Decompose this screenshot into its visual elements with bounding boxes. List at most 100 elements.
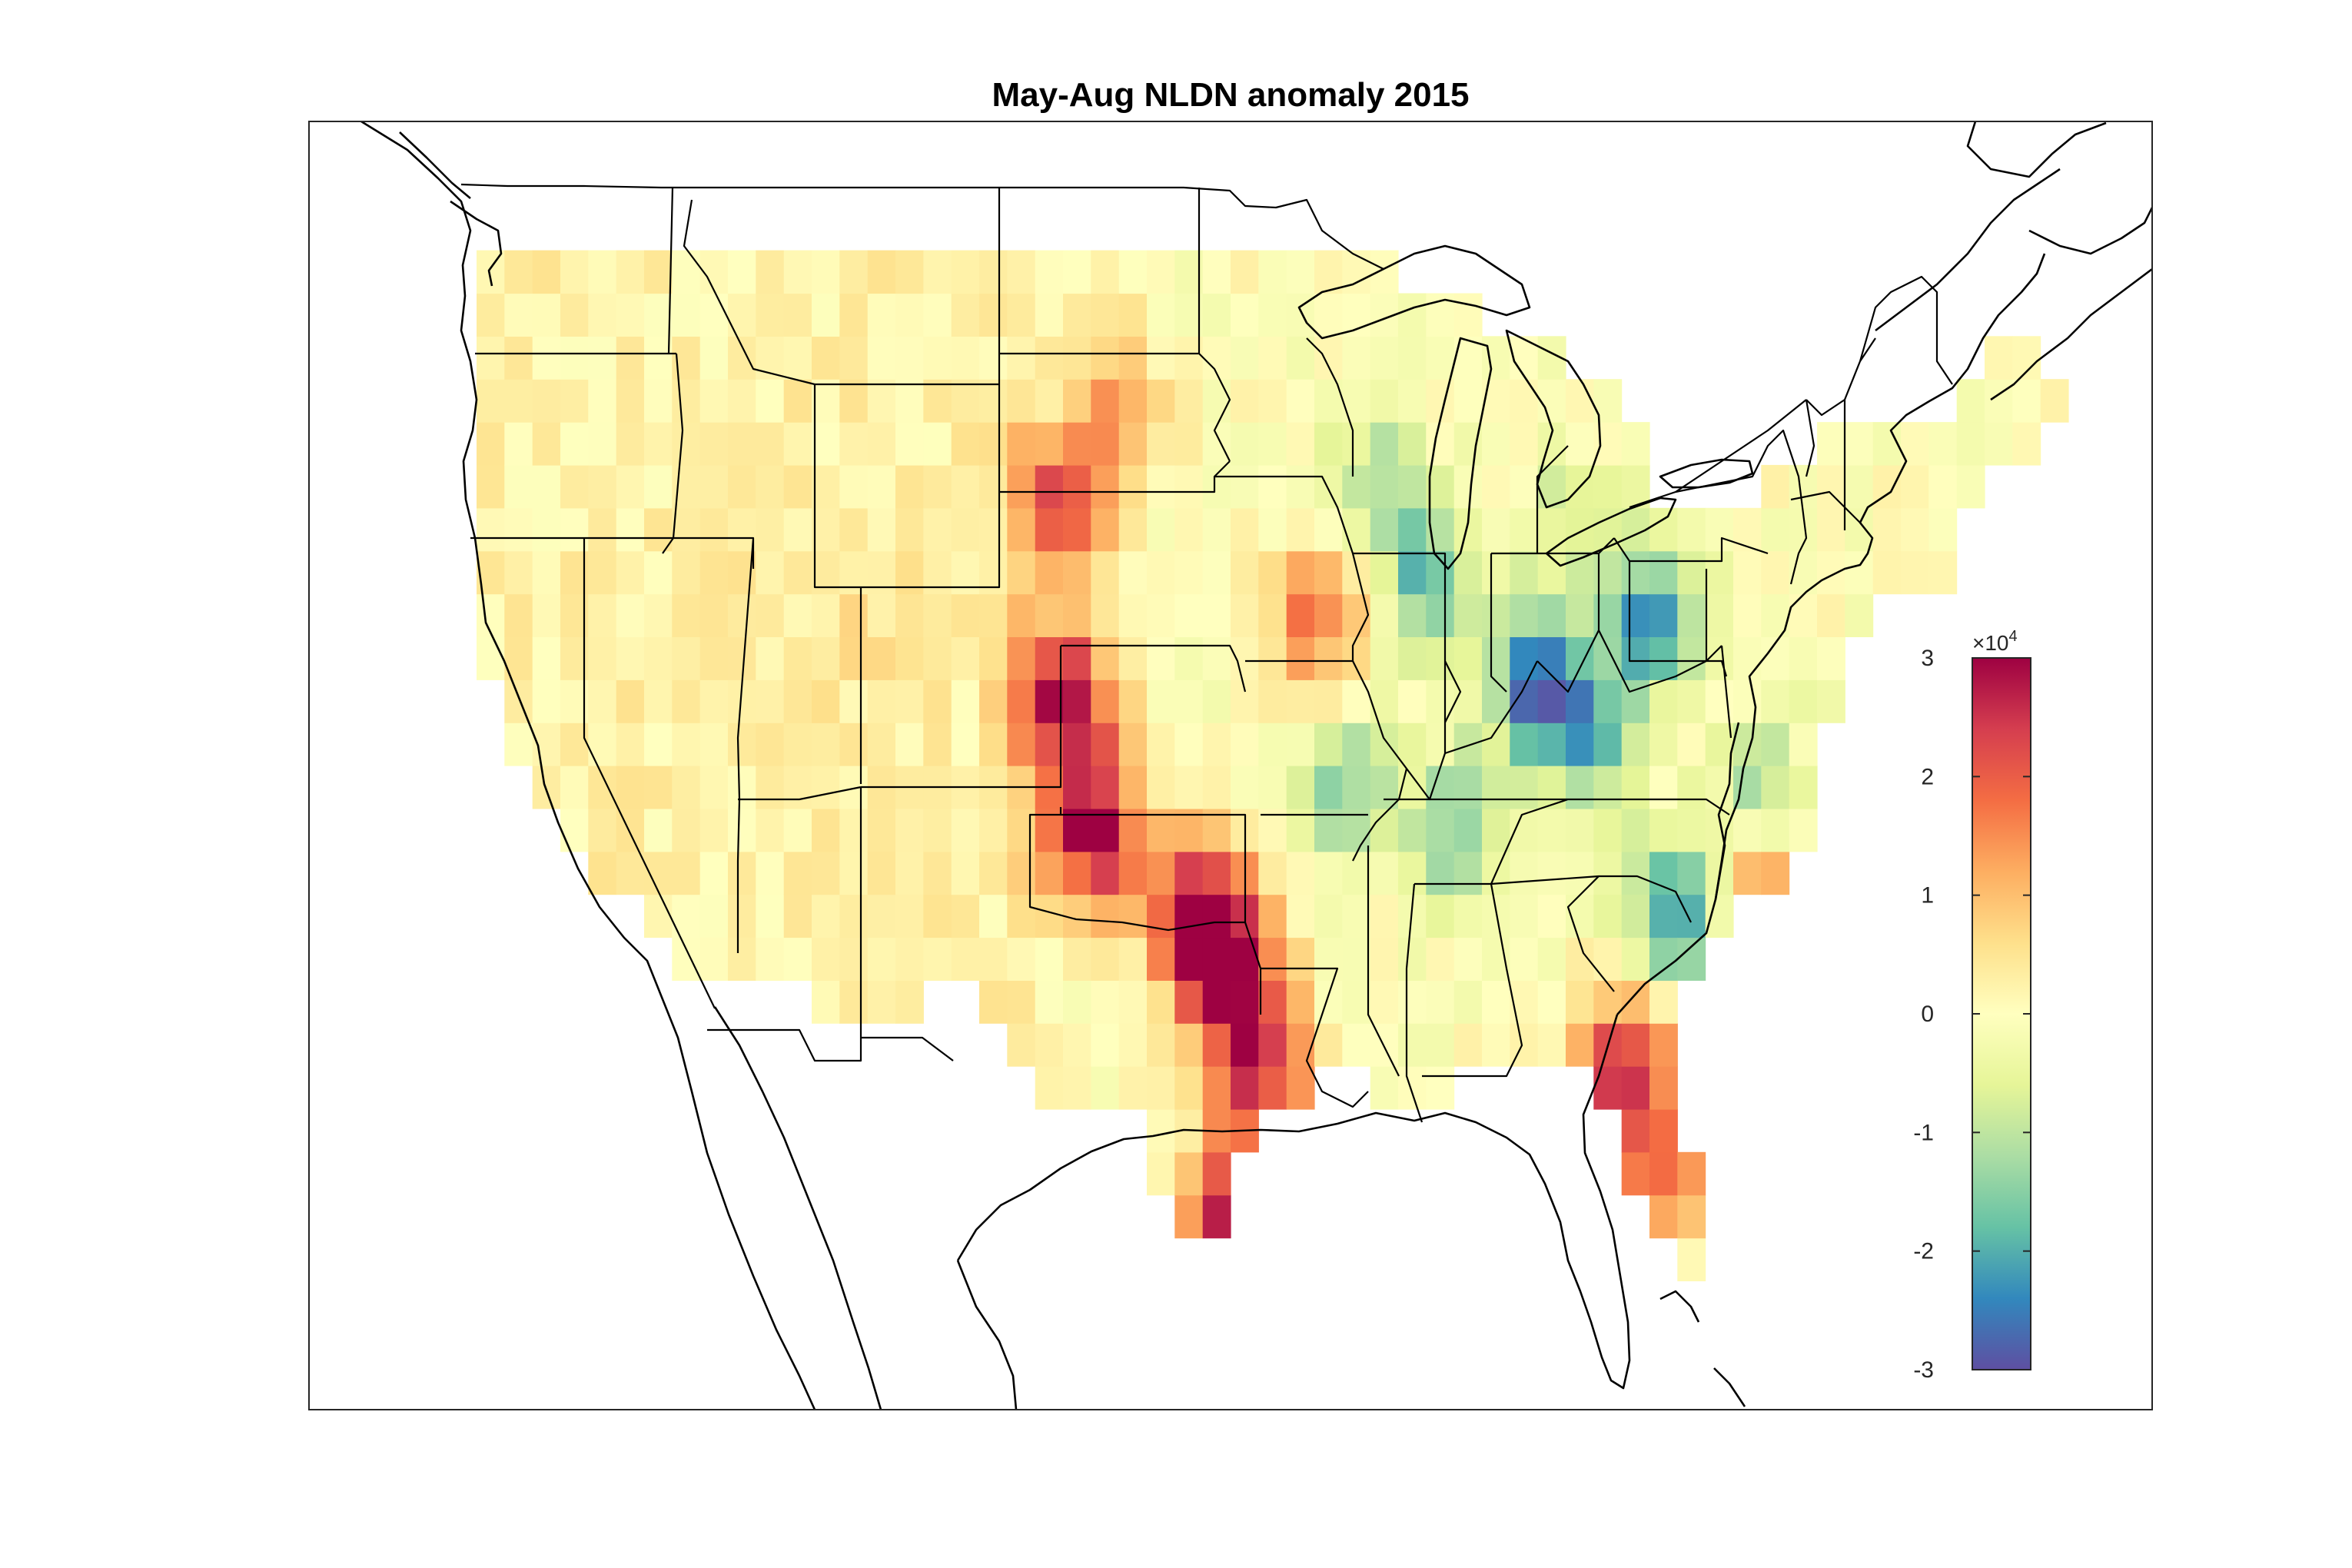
grid-cell (1063, 250, 1091, 294)
grid-cell (672, 593, 701, 637)
grid-cell (532, 766, 561, 809)
grid-cell (1398, 636, 1427, 680)
grid-cell (644, 636, 673, 680)
grid-cell (1342, 808, 1371, 852)
grid-cell (1091, 464, 1120, 509)
grid-cell (1118, 894, 1148, 938)
grid-cell (1677, 550, 1706, 595)
grid-cell (1147, 851, 1175, 895)
state-borders (460, 183, 1953, 1123)
grid-cell (867, 679, 896, 723)
colorbar-tick-label: 3 (1921, 646, 1934, 671)
grid-cell (1566, 894, 1594, 938)
grid-cell (867, 422, 896, 466)
grid-cell (895, 422, 924, 466)
grid-cell (951, 679, 980, 723)
grid-cell (979, 336, 1008, 380)
grid-cell (783, 464, 812, 509)
grid-cell (783, 937, 812, 981)
grid-cell (979, 250, 1008, 294)
atlantic-coast (1616, 253, 2046, 1015)
grid-cell (1426, 336, 1455, 380)
grid-cell (699, 250, 729, 294)
grid-cell (1202, 593, 1231, 637)
colorbar-tick-label: -1 (1913, 1120, 1934, 1145)
grid-cell (1147, 336, 1175, 380)
grid-cell (1314, 293, 1343, 337)
grid-cell (1398, 379, 1427, 423)
colorbar-tick-label: 1 (1921, 883, 1934, 909)
grid-cell (923, 808, 952, 852)
grid-cell (1510, 980, 1539, 1024)
grid-cell (1985, 379, 2013, 423)
grid-cell (1510, 851, 1539, 895)
grid-cell (1174, 464, 1204, 509)
grid-cell (783, 679, 812, 723)
grid-cell (1007, 679, 1036, 723)
grid-cell (644, 336, 673, 380)
grid-cell (1202, 723, 1231, 766)
grid-cell (1231, 980, 1259, 1024)
grid-cell (728, 766, 756, 809)
grid-cell (1593, 550, 1623, 595)
grid-cell (616, 679, 645, 723)
grid-cell (1677, 894, 1706, 938)
grid-cell (1035, 1023, 1064, 1067)
grid-cell (1426, 550, 1455, 595)
grid-cell (1426, 766, 1455, 809)
grid-cell (756, 723, 785, 766)
grid-cell (783, 766, 812, 809)
grid-cell (672, 250, 701, 294)
grid-cell (867, 980, 896, 1024)
grid-cell (699, 679, 729, 723)
grid-cell (1035, 1066, 1064, 1110)
grid-cell (1789, 808, 1818, 852)
lake-michigan (1428, 337, 1493, 570)
grid-cell (616, 422, 645, 466)
grid-cell (839, 894, 869, 938)
grid-cell (1761, 808, 1790, 852)
grid-cell (1063, 464, 1091, 509)
grid-cell (1985, 336, 2013, 380)
grid-cell (1370, 1023, 1399, 1067)
grid-cell (1231, 766, 1259, 809)
grid-cell (1286, 1023, 1315, 1067)
grid-cell (1482, 636, 1510, 680)
grid-cell (1733, 808, 1762, 852)
grid-cell (1342, 507, 1371, 552)
grid-cell (1510, 507, 1539, 552)
grid-cell (1510, 766, 1539, 809)
grid-cell (812, 507, 840, 552)
grid-cell (1258, 550, 1287, 595)
grid-cell (1091, 507, 1120, 552)
grid-cell (644, 808, 673, 852)
grid-cell (1901, 550, 1929, 595)
grid-cell (895, 851, 924, 895)
grid-cell (1649, 937, 1678, 981)
grid-cell (1537, 593, 1566, 637)
grid-cell (1314, 422, 1343, 466)
grid-cell (1202, 636, 1231, 680)
grid-cell (1007, 593, 1036, 637)
grid-cell (616, 464, 645, 509)
grid-cell (504, 679, 533, 723)
grid-cell (1286, 379, 1315, 423)
grid-cell (1453, 766, 1483, 809)
grid-cell (1649, 851, 1678, 895)
grid-cell (812, 980, 840, 1024)
grid-cell (1817, 550, 1845, 595)
grid-cell (1286, 422, 1315, 466)
grid-cell (756, 593, 785, 637)
grid-cell (1258, 636, 1287, 680)
grid-cell (1202, 851, 1231, 895)
grid-cell (1370, 851, 1399, 895)
grid-cell (1063, 679, 1091, 723)
grid-cell (728, 507, 756, 552)
grid-cell (1174, 980, 1204, 1024)
grid-cell (1928, 507, 1958, 552)
grid-cell (1286, 550, 1315, 595)
grid-cell (1231, 336, 1259, 380)
grid-cell (1174, 507, 1204, 552)
grid-cell (672, 379, 701, 423)
grid-cell (588, 379, 617, 423)
